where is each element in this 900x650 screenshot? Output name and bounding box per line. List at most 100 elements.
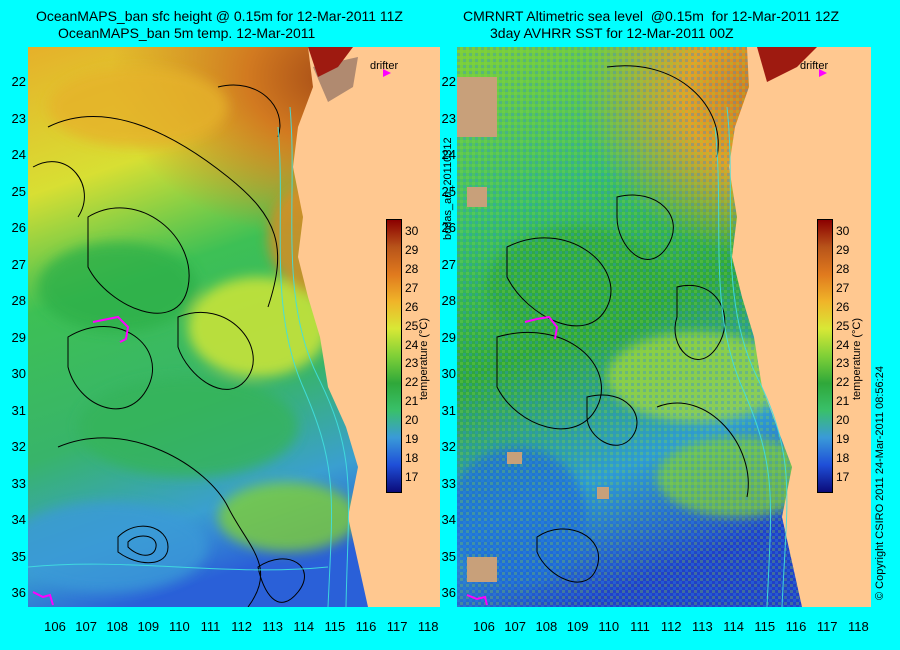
- colorbar-tick: 19: [405, 432, 419, 446]
- longitude-label: 115: [754, 619, 776, 634]
- latitude-label: 25: [441, 183, 456, 199]
- left-drifter-track: [92, 315, 130, 343]
- longitude-label: 107: [75, 619, 97, 634]
- left-colorbar-title: temperature (°C): [418, 317, 430, 400]
- colorbar-tick: 17: [836, 469, 850, 484]
- latitude-label: 33: [11, 475, 26, 491]
- longitude-label: 106: [44, 619, 66, 634]
- colorbar-tick: 25: [836, 318, 850, 333]
- colorbar-tick: 24: [405, 337, 419, 352]
- latitude-label: 30: [11, 366, 26, 381]
- right-map-title-line-2: 3day AVHRR SST for 12-Mar-2011 00Z: [490, 25, 734, 41]
- longitude-label: 113: [262, 619, 284, 634]
- colorbar-tick: 20: [836, 413, 850, 428]
- colorbar-tick: 30: [405, 224, 419, 239]
- right-land-mass: [729, 47, 871, 607]
- left-map-title-line-1: OceanMAPS_ban sfc height @ 0.15m for 12-…: [36, 8, 403, 24]
- colorbar-tick: 24: [836, 337, 850, 352]
- longitude-label: 109: [566, 619, 589, 634]
- colorbar-tick: 27: [836, 280, 850, 295]
- latitude-label: 29: [441, 329, 456, 345]
- latitude-label: 31: [11, 402, 26, 418]
- copyright-text: © Copyright CSIRO 2011 24-Mar-2011 08:56…: [874, 366, 886, 600]
- colorbar-tick: 20: [405, 413, 419, 428]
- latitude-label: 35: [11, 548, 26, 564]
- colorbar-tick: 26: [836, 299, 850, 314]
- colorbar-tick: 23: [836, 356, 850, 371]
- latitude-label: 28: [11, 293, 26, 308]
- right-map-graphic: [457, 47, 871, 607]
- longitude-label: 110: [169, 619, 190, 634]
- colorbar-tick: 22: [405, 375, 419, 390]
- longitude-label: 108: [106, 619, 129, 634]
- latitude-label: 29: [11, 329, 26, 345]
- latitude-label: 32: [11, 439, 26, 454]
- right-drifter-label: drifter: [800, 60, 829, 72]
- latitude-label: 26: [11, 220, 26, 235]
- longitude-label: 108: [535, 619, 558, 634]
- colorbar-tick: 23: [405, 356, 419, 371]
- latitude-label: 24: [441, 147, 456, 162]
- colorbar-tick: 25: [405, 318, 419, 333]
- longitude-label: 106: [473, 619, 495, 634]
- latitude-label: 33: [441, 475, 456, 491]
- right-map-panel: [457, 47, 871, 607]
- colorbar-tick: 28: [836, 262, 850, 276]
- colorbar-tick: 21: [405, 394, 419, 409]
- right-drifter-track: [524, 315, 559, 340]
- latitude-label: 26: [441, 220, 456, 235]
- latitude-label: 34: [11, 512, 26, 527]
- longitude-label: 117: [386, 619, 408, 634]
- longitude-label: 107: [504, 619, 527, 634]
- colorbar-tick: 18: [836, 450, 850, 465]
- right-map-title-line-1: CMRNRT Altimetric sea level @0.15m for 1…: [463, 8, 840, 24]
- longitude-label: 109: [137, 619, 160, 634]
- longitude-label: 111: [630, 619, 650, 634]
- latitude-label: 28: [441, 293, 456, 308]
- right-colorbar-title: temperature (°C): [851, 317, 863, 400]
- colorbar-tick: 21: [836, 394, 850, 409]
- colorbar-tick: 28: [405, 262, 419, 276]
- longitude-label: 116: [785, 619, 807, 634]
- latitude-label: 24: [11, 147, 26, 162]
- latitude-label: 27: [11, 256, 26, 272]
- colorbar-tick: 27: [405, 280, 419, 295]
- longitude-label: 114: [723, 619, 744, 634]
- latitude-label: 36: [441, 585, 456, 600]
- latitude-label: 35: [441, 548, 456, 564]
- longitude-label: 115: [324, 619, 346, 634]
- left-map-graphic: [28, 47, 440, 607]
- latitude-label: 23: [11, 110, 26, 126]
- longitude-label: 112: [660, 619, 682, 634]
- left-drifter-marker-icon: [383, 69, 391, 77]
- latitude-label: 30: [441, 366, 456, 381]
- left-land-mass: [293, 47, 440, 607]
- latitude-label: 32: [441, 439, 456, 454]
- right-colorbar: [817, 219, 833, 493]
- longitude-label: 113: [692, 619, 713, 634]
- latitude-label: 23: [441, 110, 456, 126]
- side-run-label: bodas_an_20110312: [442, 137, 454, 240]
- left-colorbar: [386, 219, 402, 493]
- latitude-label: 25: [11, 183, 26, 199]
- longitude-label: 111: [200, 619, 221, 634]
- colorbar-tick: 29: [405, 243, 419, 258]
- left-map-title-line-2: OceanMAPS_ban 5m temp. 12-Mar-2011: [58, 25, 316, 41]
- longitude-label: 110: [598, 619, 620, 634]
- left-map-panel: [28, 47, 440, 607]
- latitude-label: 27: [441, 256, 456, 272]
- longitude-label: 114: [293, 619, 315, 634]
- colorbar-tick: 19: [836, 432, 850, 446]
- latitude-label: 34: [441, 512, 456, 527]
- left-drifter-label: drifter: [370, 60, 399, 72]
- latitude-label: 31: [441, 402, 456, 418]
- colorbar-tick: 17: [405, 469, 419, 484]
- latitude-label: 22: [11, 74, 26, 89]
- longitude-label: 112: [231, 619, 252, 634]
- latitude-label: 22: [441, 74, 456, 89]
- latitude-label: 36: [11, 585, 26, 600]
- colorbar-tick: 26: [405, 299, 419, 314]
- colorbar-tick: 22: [836, 375, 850, 390]
- longitude-label: 116: [355, 619, 377, 634]
- colorbar-tick: 18: [405, 450, 419, 465]
